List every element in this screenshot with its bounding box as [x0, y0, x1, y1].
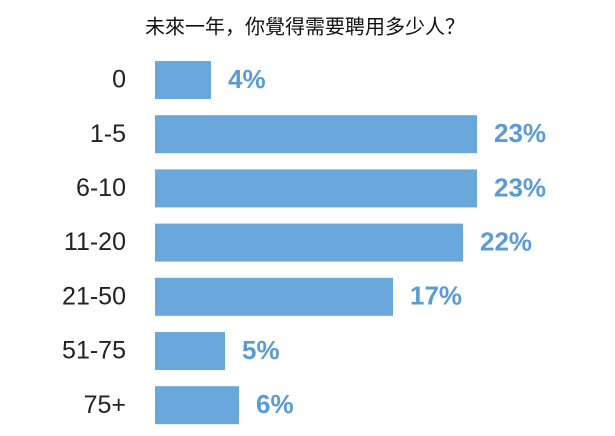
bar: [155, 61, 211, 99]
bar: [155, 223, 463, 262]
bar: [155, 169, 477, 208]
bar: [155, 332, 225, 370]
bar: [155, 386, 239, 425]
category-label: 11-20: [64, 228, 126, 256]
category-label: 6-10: [76, 174, 126, 202]
value-label: 6%: [256, 389, 294, 419]
value-label: 23%: [494, 118, 546, 148]
category-label: 21-50: [62, 282, 126, 310]
category-label: 75+: [84, 391, 126, 419]
value-label: 23%: [494, 172, 546, 202]
category-label: 51-75: [62, 337, 126, 365]
value-label: 5%: [242, 335, 280, 365]
bar: [155, 115, 477, 154]
category-label: 0: [112, 66, 126, 94]
value-label: 22%: [480, 226, 532, 256]
value-label: 4%: [228, 64, 266, 94]
category-label: 1-5: [90, 120, 126, 148]
value-label: 17%: [410, 281, 462, 311]
chart-title: 未來一年，你覺得需要聘用多少人？: [145, 15, 465, 39]
bar: [155, 277, 393, 316]
